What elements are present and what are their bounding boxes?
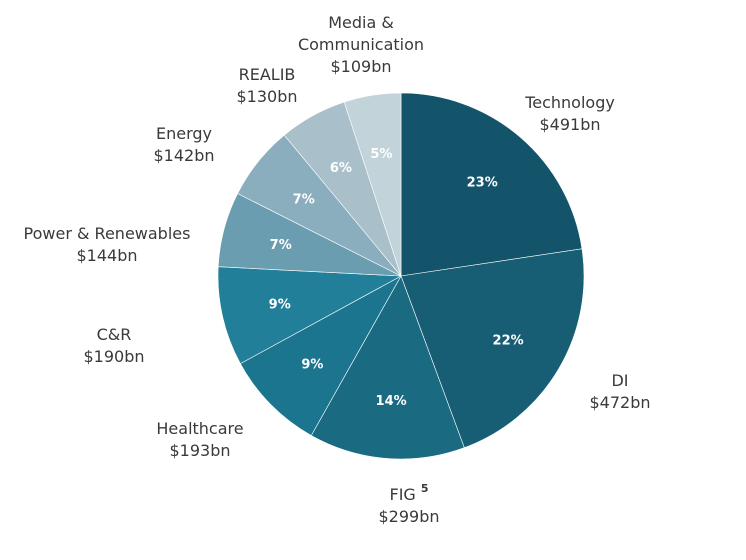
percent-labels-layer: 23% 22% 14% 9% 9% 7% 7% 6% 5% xyxy=(269,147,524,409)
category-label-technology: Technology $491bn xyxy=(524,93,615,134)
category-value-power-and-renewables: $144bn xyxy=(76,246,137,265)
category-value-technology: $491bn xyxy=(539,115,600,134)
category-name-energy: Energy xyxy=(156,124,212,143)
category-label-media-and-communication: Media & Communication $109bn xyxy=(298,13,424,76)
percent-label-di: 22% xyxy=(493,333,524,348)
category-name-media-and-communication: Media & xyxy=(328,13,394,32)
category-label-power-and-renewables: Power & Renewables $144bn xyxy=(24,224,191,265)
slices-layer xyxy=(217,92,585,460)
category-name-fig: FIG 5 xyxy=(390,482,429,504)
pie-slice-healthcare xyxy=(239,275,402,436)
percent-label-fig: 14% xyxy=(376,394,407,409)
category-label-energy: Energy $142bn xyxy=(153,124,214,165)
category-label-candr: C&R $190bn xyxy=(83,325,144,366)
category-name-realib: REALIB xyxy=(239,65,296,84)
category-label-fig: FIG 5 $299bn xyxy=(378,482,439,526)
category-value-di: $472bn xyxy=(589,393,650,412)
percent-label-technology: 23% xyxy=(467,176,498,191)
category-labels-layer: Technology $491bn DI $472bn FIG 5 $299bn Health… xyxy=(24,13,651,526)
percent-label-media-and-communication: 5% xyxy=(370,147,392,162)
category-name-candr: C&R xyxy=(97,325,132,344)
category-value-realib: $130bn xyxy=(236,87,297,106)
category-name-technology: Technology xyxy=(524,93,615,112)
category-label-realib: REALIB $130bn xyxy=(236,65,297,106)
pie-slice-fig xyxy=(310,275,465,460)
footnote-marker: 5 xyxy=(421,482,429,495)
percent-label-candr: 9% xyxy=(269,298,291,313)
pie-slice-technology xyxy=(400,92,583,277)
percent-label-power-and-renewables: 7% xyxy=(270,238,292,253)
category-label-di: DI $472bn xyxy=(589,371,650,412)
category-value-energy: $142bn xyxy=(153,146,214,165)
category-value-media-and-communication: $109bn xyxy=(330,57,391,76)
percent-label-realib: 6% xyxy=(330,161,352,176)
category-name-power-and-renewables: Power & Renewables xyxy=(24,224,191,243)
pie-slice-media-and-communication xyxy=(343,92,402,277)
category-name-di: DI xyxy=(611,371,628,390)
percent-label-energy: 7% xyxy=(293,192,315,207)
category-value-healthcare: $193bn xyxy=(169,441,230,460)
category-value-fig: $299bn xyxy=(378,507,439,526)
category-label-healthcare: Healthcare $193bn xyxy=(156,419,243,460)
pie-slice-di xyxy=(400,248,585,449)
category-value-candr: $190bn xyxy=(83,347,144,366)
category-name-media-and-communication: Communication xyxy=(298,35,424,54)
percent-label-healthcare: 9% xyxy=(301,357,323,372)
category-name-healthcare: Healthcare xyxy=(156,419,243,438)
pie-slice-candr xyxy=(217,266,403,365)
